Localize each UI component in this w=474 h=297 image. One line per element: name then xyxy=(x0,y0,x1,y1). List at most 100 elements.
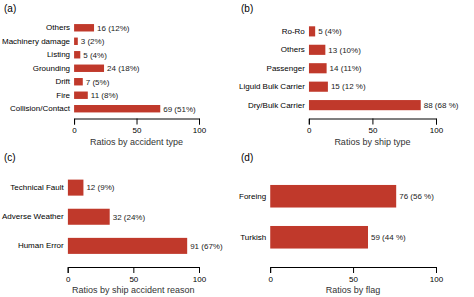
bar xyxy=(68,209,110,225)
bar xyxy=(309,63,327,73)
data-label: 14 (11%) xyxy=(330,64,362,73)
x-axis-title: Ratios by accident type xyxy=(90,137,183,147)
data-label: 24 (18%) xyxy=(107,64,140,73)
x-tick: 100 xyxy=(430,119,444,136)
x-tick: 50 xyxy=(133,119,142,136)
y-tick: Ro-Ro xyxy=(282,27,306,36)
y-tick-label: Collision/Contact xyxy=(10,104,71,113)
panel-label: (d) xyxy=(241,152,253,163)
y-tick: Foreing xyxy=(239,192,266,201)
bars xyxy=(68,180,188,254)
x-axis-line xyxy=(75,119,200,125)
bar xyxy=(270,226,368,249)
bar xyxy=(74,65,104,72)
x-axis-line xyxy=(271,268,437,274)
bar xyxy=(309,45,326,55)
bar xyxy=(74,78,83,85)
x-tick: 100 xyxy=(193,267,207,284)
data-label: 15 (12 %) xyxy=(331,82,366,91)
data-label: 16 (12%) xyxy=(97,24,130,33)
bar xyxy=(74,105,160,112)
x-tick: 50 xyxy=(368,119,377,136)
data-labels: 69 (51%) 11 (8%) 7 (5%) 24 (18%)5 (4%) 3 (2%… xyxy=(81,24,196,114)
panel: 0 50 100 Ro-Ro Others Passenger Liguid Bulk Ca… xyxy=(239,3,459,147)
bar xyxy=(74,38,78,45)
x-tick-label: 100 xyxy=(193,275,207,284)
x-axis-title: Ratios by ship accident reason xyxy=(72,285,195,295)
y-tick-label: Ro-Ro xyxy=(282,27,306,36)
bar xyxy=(309,82,328,92)
x-tick-label: 0 xyxy=(268,275,273,284)
bar xyxy=(74,24,94,31)
y-tick: Grounding xyxy=(33,64,70,73)
data-label: 3 (2%) xyxy=(81,37,105,46)
y-axis: ForeingTurkish xyxy=(239,192,266,242)
y-tick: Human Error xyxy=(18,241,64,250)
plot-area: 0 50 100 Ro-Ro Others Passenger Liguid Bulk Ca… xyxy=(239,26,459,135)
x-tick-mark xyxy=(133,267,134,273)
data-label: 69 (51%) xyxy=(163,105,196,114)
data-label: 59 (44 %) xyxy=(371,233,406,242)
y-tick-label: Passenger xyxy=(267,64,306,73)
x-tick-mark xyxy=(68,267,69,273)
y-tick: Others xyxy=(46,23,70,32)
x-axis: 0 50 100 xyxy=(307,119,444,136)
x-tick: 50 xyxy=(129,267,138,284)
y-axis: Ro-Ro Others Passenger Liguid Bulk Carrier D… xyxy=(239,27,305,110)
x-tick: 100 xyxy=(193,119,207,136)
x-tick-label: 0 xyxy=(72,126,77,135)
panel-label: (c) xyxy=(4,152,16,163)
y-tick-label: Fire xyxy=(56,91,70,100)
y-tick-label: Foreing xyxy=(239,192,266,201)
y-tick-label: Listing xyxy=(47,50,70,59)
panel: 0 50 100 Others Machinery damage Listing Groun… xyxy=(2,3,207,147)
data-label: 5 (4%) xyxy=(83,51,107,60)
y-tick: Technical Fault xyxy=(10,183,64,192)
bar xyxy=(309,100,421,110)
x-tick-mark xyxy=(137,119,138,125)
x-tick: 0 xyxy=(307,119,312,136)
data-labels: 91 (67%)32 (24%)12 (9%) xyxy=(86,183,223,250)
y-tick-label: Drift xyxy=(55,77,70,86)
y-tick-label: Others xyxy=(46,23,70,32)
data-labels: 59 (44 %) 76 (56 %) xyxy=(371,192,434,242)
data-label: 11 (8%) xyxy=(91,91,119,100)
plot-area: 0 50 100 Technical Fault Adverse Weather Huma… xyxy=(2,180,223,284)
x-axis-title: Ratios by flag xyxy=(326,285,381,295)
x-tick-mark xyxy=(372,119,373,125)
bar xyxy=(270,185,396,208)
x-tick-label: 100 xyxy=(430,126,444,135)
plot-area: 0 50 100 Others Machinery damage Listing Groun… xyxy=(2,23,207,135)
y-tick-label: Liguid Bulk Carrier xyxy=(239,82,305,91)
x-axis-line xyxy=(309,119,436,125)
data-label: 88 (68 %) xyxy=(424,101,459,110)
data-label: 12 (9%) xyxy=(86,183,114,192)
y-tick: Machinery damage xyxy=(2,37,71,46)
y-tick: Passenger xyxy=(267,64,306,73)
x-axis: 0 50 100 xyxy=(72,119,206,136)
x-tick-label: 50 xyxy=(133,126,142,135)
y-tick-label: Others xyxy=(281,45,305,54)
x-tick-mark xyxy=(353,267,354,273)
data-label: 76 (56 %) xyxy=(399,192,434,201)
x-axis: 0 50 100 xyxy=(66,267,207,284)
y-tick: Collision/Contact xyxy=(10,104,71,113)
y-tick: Adverse Weather xyxy=(2,212,64,221)
bar xyxy=(68,238,188,254)
bar xyxy=(68,180,84,196)
bar xyxy=(309,26,315,36)
y-tick-label: Dry/Bulk Carrier xyxy=(248,101,305,110)
x-tick-mark xyxy=(199,119,200,125)
x-tick-label: 0 xyxy=(66,275,71,284)
data-label: 32 (24%) xyxy=(113,213,146,222)
x-tick-label: 50 xyxy=(349,275,358,284)
panel: 050100ForeingTurkish59 (44 %)76 (56 %)Ra… xyxy=(239,152,444,296)
data-label: 7 (5%) xyxy=(86,78,110,87)
x-tick-mark xyxy=(309,119,310,125)
y-tick: Dry/Bulk Carrier xyxy=(248,101,305,110)
bars xyxy=(309,26,421,110)
figure: 0 50 100 Others Machinery damage Listing Groun… xyxy=(0,0,474,297)
data-label: 5 (4%) xyxy=(318,27,342,36)
y-tick: Listing xyxy=(47,50,70,59)
y-axis: Others Machinery damage Listing Grounding Dr… xyxy=(2,23,71,113)
